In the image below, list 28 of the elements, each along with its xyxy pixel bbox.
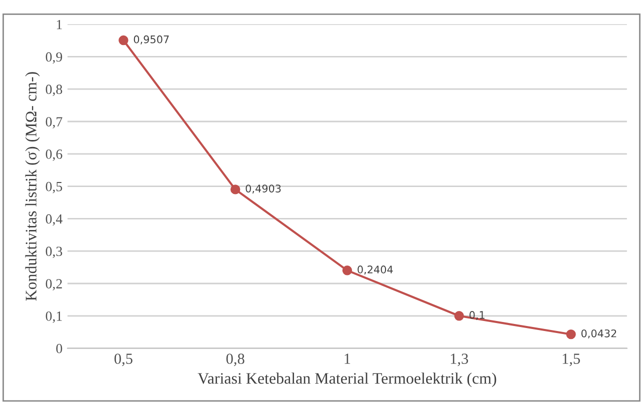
y-axis-title: Konduktivitas listrik (σ) (MΩ- cm-) bbox=[25, 72, 40, 301]
point bbox=[566, 329, 576, 340]
data-label: 0,4903 bbox=[246, 184, 281, 194]
x-tick-label: 0,8 bbox=[226, 354, 244, 366]
y-tick-label: 0,9 bbox=[46, 52, 62, 64]
y-tick-label: 0,6 bbox=[46, 149, 62, 161]
x-tick-label: 1 bbox=[344, 354, 350, 364]
point bbox=[118, 35, 128, 46]
y-tick-label: 1 bbox=[56, 20, 62, 30]
point bbox=[230, 184, 240, 194]
y-tick-label: 0,1 bbox=[46, 311, 62, 323]
data-label: 0,9507 bbox=[134, 35, 169, 44]
y-tick-label: 0,3 bbox=[46, 246, 62, 258]
y-tick-label: 0,7 bbox=[46, 117, 62, 128]
y-tick-label: 0,2 bbox=[46, 279, 62, 290]
point bbox=[342, 266, 352, 276]
x-tick-label: 1,5 bbox=[562, 354, 580, 366]
y-tick-label: 0,8 bbox=[46, 84, 62, 96]
data-label: 0,1 bbox=[470, 311, 484, 320]
x-axis-title: Variasi Ketebalan Material Termoelektrik (cm) bbox=[198, 372, 496, 388]
x-tick-label: 0,5 bbox=[114, 354, 132, 366]
point bbox=[454, 311, 464, 321]
x-tick-label: 1,3 bbox=[450, 354, 468, 366]
y-tick-label: 0,5 bbox=[46, 182, 62, 194]
y-tick-label: 0,4 bbox=[46, 214, 62, 226]
y-tick-label: 0 bbox=[56, 344, 62, 354]
data-label: 0,0432 bbox=[581, 329, 616, 338]
data-label: 0,2404 bbox=[358, 266, 393, 274]
